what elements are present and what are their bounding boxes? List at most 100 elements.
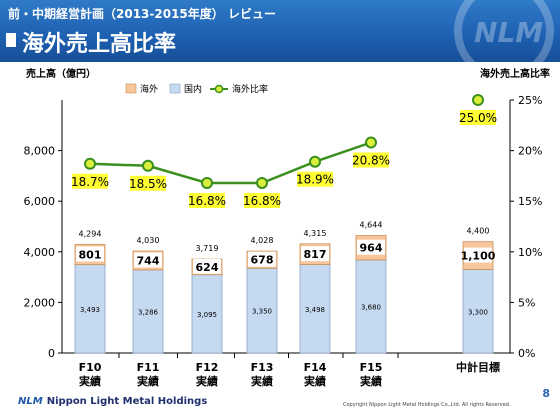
y2-tick-label: 25% — [518, 94, 542, 107]
ratio-point — [472, 94, 484, 106]
overseas-value-label: 624 — [196, 261, 219, 274]
ratio-value-label: 20.8% — [352, 154, 390, 168]
domestic-value-label: 3,286 — [138, 308, 159, 316]
ratio-point — [84, 157, 96, 170]
domestic-value-label: 3,680 — [361, 303, 381, 311]
ratio-label-box — [130, 175, 166, 191]
company-name: Nippon Light Metal Holdings — [46, 396, 208, 407]
x-category-label: F13 — [251, 361, 274, 374]
y2-tick-label: 10% — [518, 246, 542, 259]
x-category-label: 実績 — [79, 374, 101, 388]
ratio-line — [89, 141, 372, 185]
total-value-label: 4,315 — [304, 229, 327, 238]
domestic-value-label: 3,095 — [197, 311, 217, 319]
x-category-label: 実績 — [251, 374, 273, 388]
legend-marker-ratio — [214, 84, 224, 94]
ratio-value-label: 16.8% — [243, 194, 281, 208]
overseas-label-box — [193, 258, 221, 274]
overseas-label-box — [248, 251, 276, 267]
ratio-label-box — [189, 192, 225, 208]
title-bullet — [6, 33, 16, 47]
domestic-value-label: 3,493 — [80, 306, 100, 314]
bar-domestic — [74, 264, 106, 354]
x-category-label: F14 — [304, 361, 327, 374]
total-value-label: 4,644 — [360, 221, 383, 230]
x-category-label: 実績 — [360, 374, 382, 388]
ratio-point — [142, 159, 154, 172]
domestic-value-label: 3,498 — [305, 306, 325, 314]
overseas-value-label: 801 — [79, 248, 102, 261]
overseas-value-label: 1,100 — [461, 250, 496, 263]
overseas-value-label: 817 — [304, 248, 327, 261]
y-tick-label: 2,000 — [24, 296, 56, 309]
y-axis-label: 売上高（億円） — [26, 69, 96, 80]
total-value-label: 4,028 — [251, 236, 274, 245]
ratio-point — [365, 136, 377, 149]
ratio-value-label: 25.0% — [459, 111, 497, 125]
overseas-value-label: 744 — [137, 254, 160, 267]
y-tick-label: 6,000 — [24, 195, 56, 208]
x-category-label: F15 — [360, 361, 383, 374]
x-category-label: F12 — [196, 361, 219, 374]
total-value-label: 4,030 — [137, 236, 160, 245]
ratio-value-label: 18.5% — [129, 177, 167, 191]
x-category-label: 実績 — [137, 374, 159, 388]
domestic-value-label: 3,350 — [252, 308, 272, 316]
ratio-label-box — [460, 110, 496, 125]
overseas-value-label: 678 — [251, 254, 274, 267]
y2-axis-label: 海外売上高比率 — [480, 69, 550, 80]
nlm-logo-icon: NLM — [18, 396, 43, 407]
ratio-label-box — [297, 171, 333, 187]
x-category-label: 実績 — [304, 374, 326, 388]
overseas-label-box — [464, 247, 492, 263]
ratio-label-box — [353, 152, 389, 168]
ratio-value-label: 18.9% — [296, 173, 334, 187]
ratio-point — [309, 155, 321, 168]
bar-domestic — [191, 274, 223, 354]
overseas-label-box — [357, 239, 385, 255]
svg-text:NLM: NLM — [474, 16, 543, 49]
y-tick-label: 0 — [48, 347, 55, 360]
overseas-label-box — [301, 246, 329, 262]
bar-domestic — [462, 269, 494, 354]
y2-tick-label: 0% — [518, 347, 535, 360]
overseas-label-box — [76, 246, 104, 262]
y2-tick-label: 5% — [518, 296, 535, 309]
total-value-label: 3,719 — [196, 244, 219, 253]
page-subtitle: 前・中期経営計画（2013-2015年度） レビュー — [8, 7, 276, 21]
y-tick-label: 4,000 — [24, 246, 56, 259]
legend-swatch-overseas — [125, 83, 137, 94]
overseas-label-box — [134, 252, 162, 268]
header-banner: 前・中期経営計画（2013-2015年度） レビュー 海外売上高比率 NLM — [0, 0, 560, 62]
legend-label: 海外比率 — [232, 83, 268, 95]
ratio-point — [256, 176, 268, 189]
page-title: 海外売上高比率 — [22, 32, 177, 57]
copyright-text: Copyright Nippon Light Metal Holdings Co… — [343, 402, 511, 408]
bar-domestic — [246, 267, 278, 354]
y2-tick-label: 15% — [518, 195, 542, 208]
y2-tick-label: 20% — [518, 145, 542, 158]
overseas-value-label: 964 — [360, 242, 383, 255]
legend-label: 海外 — [140, 83, 158, 95]
bar-domestic — [299, 264, 331, 354]
y-tick-label: 8,000 — [24, 145, 56, 158]
x-category-label: 中計目標 — [456, 360, 500, 374]
ratio-label-box — [72, 173, 108, 189]
x-category-label: F11 — [137, 361, 160, 374]
domestic-value-label: 3,300 — [468, 308, 488, 316]
company-logo: NLM Nippon Light Metal Holdings — [18, 396, 207, 407]
x-category-label: F10 — [79, 361, 102, 374]
bar-domestic — [355, 259, 387, 354]
x-category-label: 実績 — [196, 374, 218, 388]
page-number: 8 — [542, 387, 550, 400]
ratio-value-label: 16.8% — [188, 194, 226, 208]
total-value-label: 4,294 — [79, 229, 102, 238]
total-value-label: 4,400 — [467, 227, 490, 236]
ratio-point — [201, 176, 213, 189]
ratio-value-label: 18.7% — [71, 175, 109, 189]
legend-label: 国内 — [184, 83, 202, 95]
legend-swatch-domestic — [169, 83, 181, 94]
nlm-watermark-icon: NLM — [454, 0, 554, 62]
ratio-label-box — [244, 192, 280, 208]
